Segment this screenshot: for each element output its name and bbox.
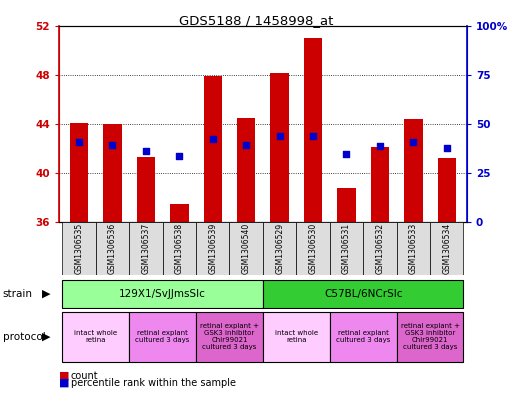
Point [209,135,217,142]
Text: GSM1306532: GSM1306532 [376,223,384,274]
Bar [163,222,196,275]
Bar [196,222,229,275]
Text: retinal explant +
GSK3 inhibitor
Chir99021
cultured 3 days: retinal explant + GSK3 inhibitor Chir990… [401,323,460,351]
Bar [371,147,389,222]
Text: GSM1306538: GSM1306538 [175,223,184,274]
Bar [63,222,96,275]
Text: GSM1306535: GSM1306535 [74,223,84,274]
Bar [137,157,155,222]
Bar [330,222,363,275]
Bar [263,280,463,308]
Text: ■: ■ [59,371,69,381]
Text: GSM1306533: GSM1306533 [409,223,418,274]
Text: strain: strain [3,289,32,299]
Bar [337,188,356,222]
Text: ■: ■ [59,378,69,388]
Text: protocol: protocol [3,332,45,342]
Bar [363,222,397,275]
Bar [297,222,330,275]
Text: intact whole
retina: intact whole retina [74,331,117,343]
Bar [404,119,423,222]
Text: GSM1306537: GSM1306537 [142,223,150,274]
Point [275,133,284,139]
Bar [304,38,322,222]
Bar [438,158,456,222]
Text: GDS5188 / 1458998_at: GDS5188 / 1458998_at [180,14,333,27]
Bar [237,118,255,222]
Bar [263,222,297,275]
Bar [96,222,129,275]
Text: retinal explant
cultured 3 days: retinal explant cultured 3 days [336,331,390,343]
Text: GSM1306540: GSM1306540 [242,223,251,274]
Bar [397,312,463,362]
Point [443,145,451,151]
Text: GSM1306539: GSM1306539 [208,223,218,274]
Text: GSM1306529: GSM1306529 [275,223,284,274]
Point [108,141,116,148]
Bar [170,204,189,222]
Text: count: count [71,371,98,381]
Bar [430,222,463,275]
Point [376,143,384,149]
Bar [129,222,163,275]
Text: C57BL/6NCrSlc: C57BL/6NCrSlc [324,289,403,299]
Point [242,141,250,148]
Point [175,152,184,159]
Point [142,148,150,154]
Bar [330,312,397,362]
Bar [196,312,263,362]
Text: GSM1306536: GSM1306536 [108,223,117,274]
Text: GSM1306534: GSM1306534 [442,223,451,274]
Text: ▶: ▶ [42,289,50,299]
Bar [70,123,88,222]
Text: percentile rank within the sample: percentile rank within the sample [71,378,236,388]
Bar [204,76,222,222]
Text: GSM1306531: GSM1306531 [342,223,351,274]
Bar [103,124,122,222]
Text: ▶: ▶ [42,332,50,342]
Bar [263,312,330,362]
Text: retinal explant
cultured 3 days: retinal explant cultured 3 days [135,331,190,343]
Point [409,139,418,145]
Bar [229,222,263,275]
Bar [63,312,129,362]
Point [342,151,350,158]
Text: retinal explant +
GSK3 inhibitor
Chir99021
cultured 3 days: retinal explant + GSK3 inhibitor Chir990… [200,323,259,351]
Text: GSM1306530: GSM1306530 [308,223,318,274]
Bar [397,222,430,275]
Bar [63,280,263,308]
Text: 129X1/SvJJmsSlc: 129X1/SvJJmsSlc [119,289,206,299]
Bar [270,73,289,222]
Point [309,133,317,139]
Text: intact whole
retina: intact whole retina [275,331,318,343]
Point [75,139,83,145]
Bar [129,312,196,362]
